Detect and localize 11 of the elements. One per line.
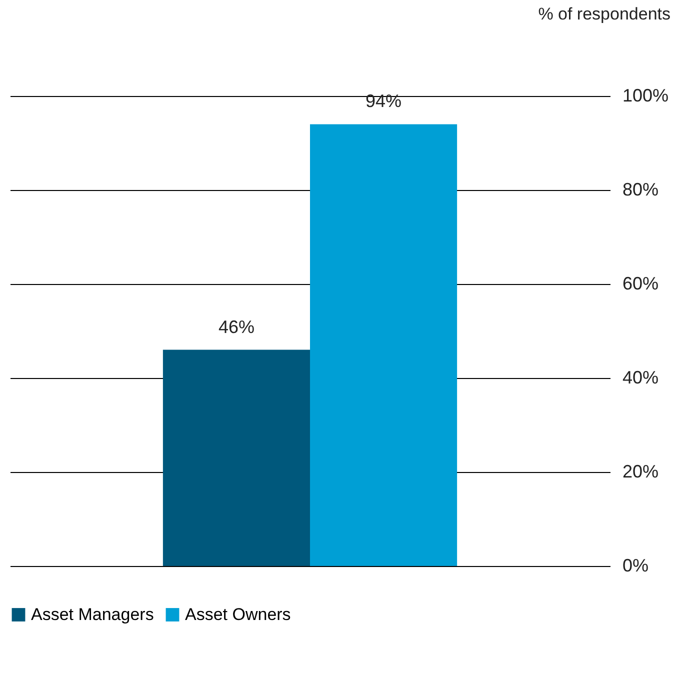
legend-label: Asset Managers [31, 604, 154, 624]
y-axis-title: % of respondents [538, 4, 670, 24]
y-tick-label: 0% [622, 556, 649, 576]
y-tick-label: 100% [622, 86, 669, 106]
legend-label: Asset Owners [185, 604, 291, 624]
data-label: 94% [366, 91, 402, 112]
y-tick-label: 20% [622, 462, 659, 482]
y-tick-label: 60% [622, 274, 659, 294]
data-label: 46% [218, 316, 254, 337]
y-tick-label: 40% [622, 368, 659, 388]
y-tick-label: 80% [622, 180, 659, 200]
